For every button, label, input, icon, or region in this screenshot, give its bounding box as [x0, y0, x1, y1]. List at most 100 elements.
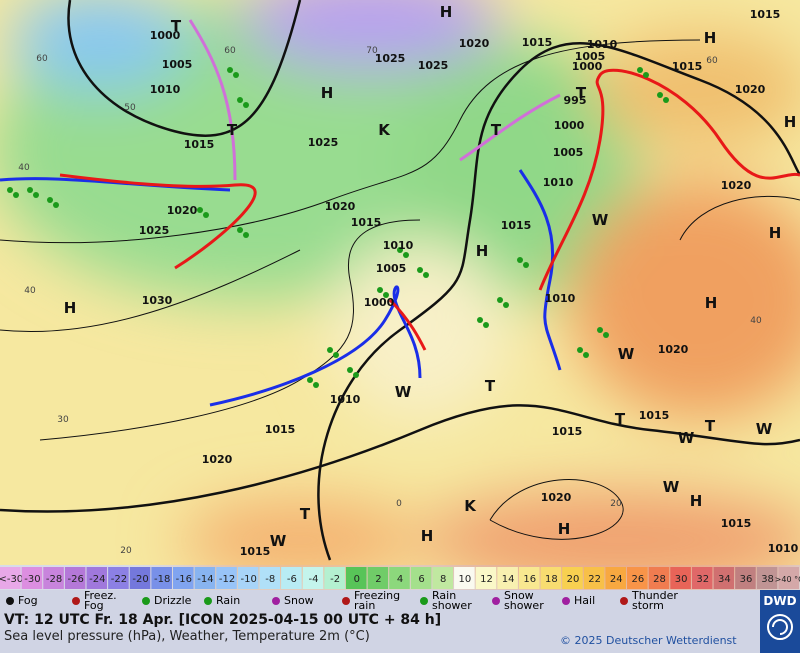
- color-cell: [216, 567, 237, 589]
- pressure-label: 1020: [721, 179, 752, 192]
- weather-symbol: [13, 192, 19, 198]
- legend-symbol: [272, 597, 280, 605]
- pressure-system: W: [592, 211, 609, 229]
- pressure-label: 1000: [572, 60, 603, 73]
- pressure-system: H: [321, 84, 334, 102]
- legend-label: Hail: [574, 594, 596, 607]
- weather-symbol: [203, 212, 209, 218]
- color-label: 12: [480, 574, 493, 585]
- pressure-label: 1010: [150, 83, 181, 96]
- pressure-system: W: [270, 532, 287, 550]
- logo-icon: [767, 614, 793, 640]
- color-label: -2: [330, 574, 340, 585]
- color-label: 16: [523, 574, 536, 585]
- weather-symbol: [597, 327, 603, 333]
- weather-symbol: [483, 322, 489, 328]
- pressure-label: 1020: [325, 200, 356, 213]
- pressure-system: K: [378, 121, 391, 139]
- color-label: 20: [567, 574, 580, 585]
- legend-symbol: [72, 597, 80, 605]
- weather-symbol: [7, 187, 13, 193]
- color-cell: [302, 567, 324, 589]
- legend-item: Hail: [556, 590, 614, 612]
- color-cell: [345, 567, 367, 589]
- color-cell: [778, 567, 799, 589]
- legend-label: Drizzle: [154, 594, 192, 607]
- pressure-label: 1025: [139, 224, 170, 237]
- pressure-system: T: [615, 410, 626, 428]
- legend-label: Freezing rain: [354, 590, 401, 612]
- pressure-label: 1010: [587, 38, 618, 51]
- weather-symbol: [233, 72, 239, 78]
- pressure-system: T: [300, 505, 311, 523]
- legend-symbol: [142, 597, 150, 605]
- color-label: -24: [89, 574, 105, 585]
- weather-symbol: [33, 192, 39, 198]
- weather-symbol: [423, 272, 429, 278]
- color-label: -16: [176, 574, 192, 585]
- color-label: -10: [240, 574, 256, 585]
- pressure-label: 1005: [162, 58, 193, 71]
- weather-symbol: [27, 187, 33, 193]
- grid-label: 60: [706, 56, 718, 66]
- weather-symbol: [307, 377, 313, 383]
- color-label: -28: [46, 574, 62, 585]
- color-label: >40 °C: [775, 575, 800, 584]
- color-label: 28: [653, 574, 666, 585]
- color-label: 2: [375, 574, 381, 585]
- pressure-system: T: [705, 417, 716, 435]
- color-cell: [518, 567, 540, 589]
- pressure-label: 995: [564, 94, 587, 107]
- legend-symbol: [6, 597, 14, 605]
- pressure-label: 1010: [545, 292, 576, 305]
- weather-symbol: [583, 352, 589, 358]
- color-label: 38: [761, 574, 774, 585]
- legend-symbol: [562, 597, 570, 605]
- color-cell: [259, 567, 281, 589]
- legend-item: Snow: [266, 590, 336, 612]
- grid-label: 30: [57, 415, 69, 425]
- grid-label: 60: [224, 46, 236, 56]
- legend-symbol: [342, 597, 350, 605]
- pressure-system: H: [784, 113, 797, 131]
- legend-item: Thunder storm: [614, 590, 690, 612]
- color-cell: [281, 567, 302, 589]
- color-label: 14: [502, 574, 515, 585]
- weather-legend: Fog Freez. Fog Drizzle Rain Snow Freezing rai…: [0, 590, 760, 612]
- pressure-label: 1030: [142, 294, 173, 307]
- pressure-label: 1020: [735, 83, 766, 96]
- legend-item: Freezing rain: [336, 590, 414, 612]
- pressure-label: 1025: [375, 52, 406, 65]
- pressure-label: 1015: [265, 423, 296, 436]
- pressure-system: H: [704, 29, 717, 47]
- pressure-system: W: [663, 478, 680, 496]
- weather-symbol: [517, 257, 523, 263]
- pressure-label: 1020: [541, 491, 572, 504]
- grid-label: 50: [124, 103, 136, 113]
- weather-symbol: [503, 302, 509, 308]
- weather-symbol: [417, 267, 423, 273]
- grid-label: 20: [120, 546, 132, 556]
- footer: VT: 12 UTC Fr. 18 Apr. [ICON 2025-04-15 …: [0, 612, 760, 653]
- color-label: -14: [197, 574, 213, 585]
- color-cell: [324, 567, 345, 589]
- weather-symbol: [227, 67, 233, 73]
- logo-text: DWD: [763, 594, 797, 608]
- color-label: 34: [718, 574, 731, 585]
- copyright: © 2025 Deutscher Wetterdienst: [560, 634, 737, 647]
- weather-symbol: [313, 382, 319, 388]
- color-cell: [43, 567, 64, 589]
- legend-symbol: [420, 597, 428, 605]
- color-label: -20: [132, 574, 148, 585]
- pressure-label: 1015: [672, 60, 703, 73]
- pressure-label: 1020: [202, 453, 233, 466]
- color-cell: [562, 567, 583, 589]
- color-label: 26: [631, 574, 644, 585]
- pressure-system: T: [227, 121, 238, 139]
- legend-item: Rain: [198, 590, 266, 612]
- weather-symbol: [333, 352, 339, 358]
- color-label: 6: [418, 574, 424, 585]
- color-label: 4: [397, 574, 403, 585]
- valid-time: VT: 12 UTC Fr. 18 Apr. [ICON 2025-04-15 …: [4, 612, 442, 628]
- pressure-system: H: [558, 520, 571, 538]
